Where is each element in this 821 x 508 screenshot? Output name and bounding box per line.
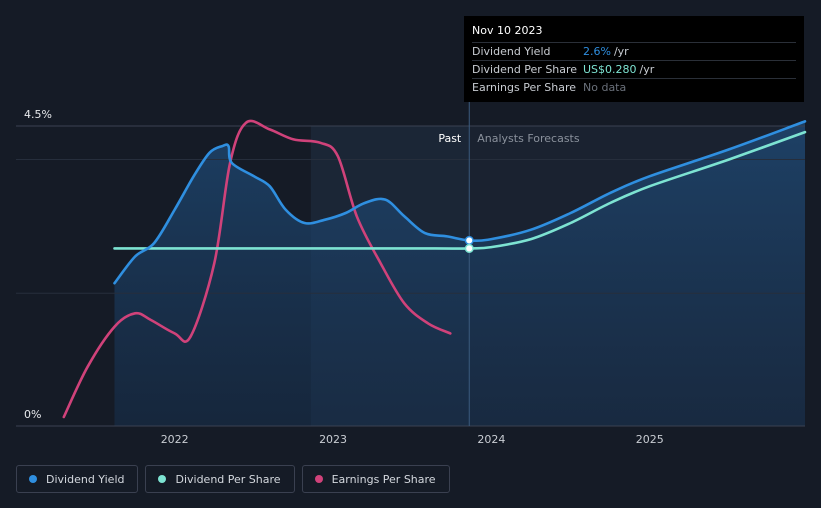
tooltip-label: Dividend Yield xyxy=(472,45,551,58)
chart-markers xyxy=(464,235,474,253)
tooltip-value: US$0.280 xyxy=(583,63,637,76)
y-axis-bottom-label: 0% xyxy=(24,408,41,421)
tooltip-label: Earnings Per Share xyxy=(472,81,577,94)
forecast-label: Analysts Forecasts xyxy=(477,132,580,145)
legend-label: Earnings Per Share xyxy=(331,472,436,486)
dividend-yield-area xyxy=(114,121,805,427)
tooltip-unit: /yr xyxy=(639,63,655,76)
legend-item-earnings-per-share[interactable]: Earnings Per Share xyxy=(301,465,450,493)
x-tick-label: 2023 xyxy=(319,433,347,446)
chart-grid xyxy=(16,100,805,427)
hover-marker xyxy=(464,235,474,245)
tooltip-date: Nov 10 2023 xyxy=(472,24,543,37)
hover-marker xyxy=(464,243,474,253)
dividend-per-share-line xyxy=(113,130,807,250)
legend-label: Dividend Per Share xyxy=(175,472,281,486)
dot-icon xyxy=(29,475,37,483)
tooltip-label: Dividend Per Share xyxy=(472,63,578,76)
y-axis-top-label: 4.5% xyxy=(24,108,52,121)
tooltip-row-earnings-per-share: Earnings Per Share No data xyxy=(472,78,796,96)
tooltip-unit: /yr xyxy=(613,45,629,58)
tooltip-value: No data xyxy=(583,81,627,94)
dividend-yield-line xyxy=(113,120,807,285)
past-label: Past xyxy=(438,132,462,145)
tooltip-value: 2.6% xyxy=(583,45,611,58)
x-tick-label: 2024 xyxy=(477,433,505,446)
dot-icon xyxy=(158,475,167,483)
tooltip-row-dividend-per-share: Dividend Per Share US$0.280 /yr xyxy=(472,60,796,78)
chart-labels: 4.5% 0% 2022 2023 2024 2025 Past Analysts Forec… xyxy=(24,108,664,446)
dot-icon xyxy=(314,475,323,483)
chart-legend: Dividend Yield Dividend Per Share Earnin… xyxy=(16,465,450,493)
x-tick-label: 2022 xyxy=(161,433,189,446)
legend-item-dividend-per-share[interactable]: Dividend Per Share xyxy=(145,465,295,493)
x-tick-label: 2025 xyxy=(636,433,664,446)
chart-series xyxy=(62,119,807,419)
legend-label: Dividend Yield xyxy=(46,472,125,486)
hover-tooltip: Nov 10 2023 Dividend Yield 2.6% /yr Divi… xyxy=(464,16,804,102)
legend-item-dividend-yield[interactable]: Dividend Yield xyxy=(16,465,139,493)
chart-background xyxy=(114,121,805,427)
earnings-per-share-line xyxy=(62,119,452,419)
tooltip-row-dividend-yield: Dividend Yield 2.6% /yr xyxy=(472,42,796,60)
